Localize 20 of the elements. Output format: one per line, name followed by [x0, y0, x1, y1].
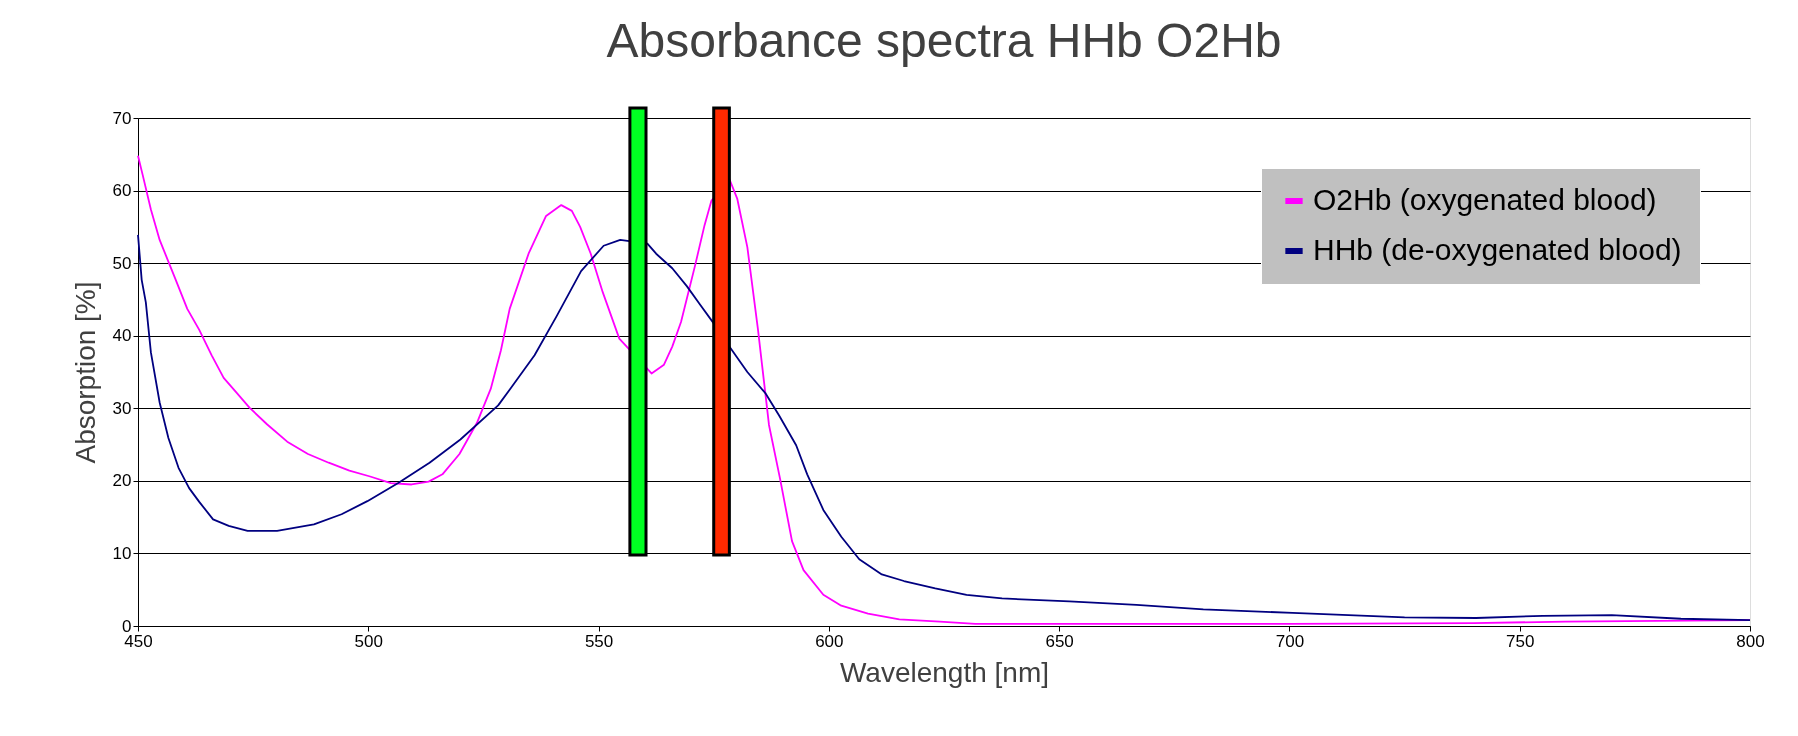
x-tick-label: 650 [1045, 631, 1074, 651]
y-tick-label: 50 [112, 253, 132, 273]
line-series [137, 233, 1751, 622]
legend-label: O2Hb (oxygenated blood) [1313, 183, 1657, 216]
x-tick-label: 500 [354, 631, 383, 651]
y-tick-label: 70 [112, 108, 132, 128]
x-axis-title: Wavelength [nm] [839, 656, 1050, 688]
y-tick-label: 40 [112, 326, 132, 346]
y-tick-label: 10 [112, 543, 132, 563]
x-tick-label: 550 [584, 631, 614, 651]
y-tick-label: 60 [112, 181, 132, 201]
x-tick-label: 800 [1736, 631, 1765, 651]
y-tick-label: 30 [112, 398, 132, 418]
y-axis-title: Absorption [%] [69, 281, 101, 464]
x-tick-label: 600 [815, 631, 844, 651]
x-tick-label: 750 [1506, 631, 1535, 651]
y-tick-label: 20 [112, 471, 132, 491]
legend-label: HHb (de-oxygenated blood) [1313, 233, 1682, 266]
chart-title: Absorbance spectra HHb O2Hb [606, 13, 1282, 67]
x-tick-label: 700 [1275, 631, 1305, 651]
